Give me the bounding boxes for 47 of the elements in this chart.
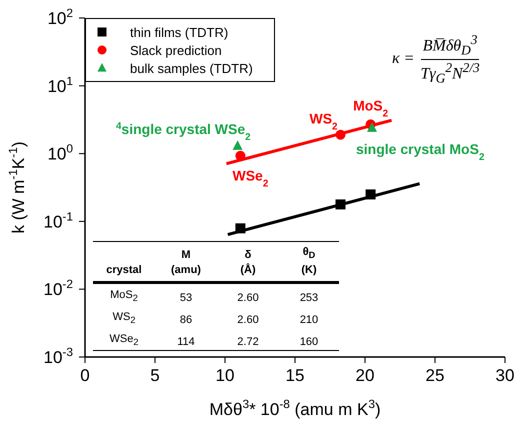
annotation: WSe$_{2}$ [232,168,269,190]
annotation: 253 [300,291,318,306]
annotation: 86 [180,313,192,328]
x-tick-label: 10 [216,366,234,385]
annotation: M (amu) [171,248,201,278]
annotation: 2.60 [237,291,259,306]
y-tick-label: 10$^{-3}$ [44,345,74,367]
point [235,223,246,234]
point [232,140,243,150]
annotation: $^{4}$single crystal WSe$_{2}$ [116,120,252,142]
point [336,199,346,210]
legend-label: thin films (TDTR) [130,24,228,40]
annotation: MoS$_{2}$ [353,97,389,119]
annotation: κ = [392,50,414,68]
point [366,189,376,200]
legend-label: bulk samples (TDTR) [130,60,253,76]
legend-label: Slack prediction [130,42,222,58]
point [367,122,377,132]
annotation: Tγ$_{G}$$^{2}$N$^{2/3}$ [419,60,481,86]
point [235,150,246,161]
annotation: crystal [106,263,142,278]
annotation: 210 [300,313,318,328]
x-tick-label: 30 [496,366,514,385]
annotation: MoS$_{2}$ [110,288,138,305]
x-tick-label: 0 [80,366,90,385]
y-tick-label: 10$^{-1}$ [44,209,74,232]
x-tick-label: 15 [286,366,304,385]
annotation: 2.60 [237,313,259,328]
annotation: 114 [177,335,195,350]
x-tick-label: 20 [356,366,374,385]
y-tick-label: 10$^{-2}$ [44,277,74,300]
y-tick-label: 10$^{2}$ [47,6,74,28]
x-axis-title: Mδθ$^{3}$* 10$^{-8}$ (amu m K$^{3}$) [209,397,381,419]
annotation: single crystal MoS$_{2}$ [356,140,485,162]
annotation: 2.72 [237,335,259,350]
annotation: WS$_{2}$ [112,310,136,327]
annotation: δ (Å) [240,248,256,278]
annotation: 53 [180,291,192,306]
y-tick-label: 10$^{1}$ [47,74,74,96]
x-tick-label: 5 [150,366,160,385]
point [336,130,346,140]
annotation: θ$_{D}$ (K) [301,244,317,278]
annotation: WS$_{2}$ [309,110,338,132]
annotation: WSe$_{2}$ [110,332,138,349]
x-tick-label: 25 [426,366,444,385]
annotation: 160 [300,335,318,350]
y-tick-label: 10$^{0}$ [47,142,74,164]
